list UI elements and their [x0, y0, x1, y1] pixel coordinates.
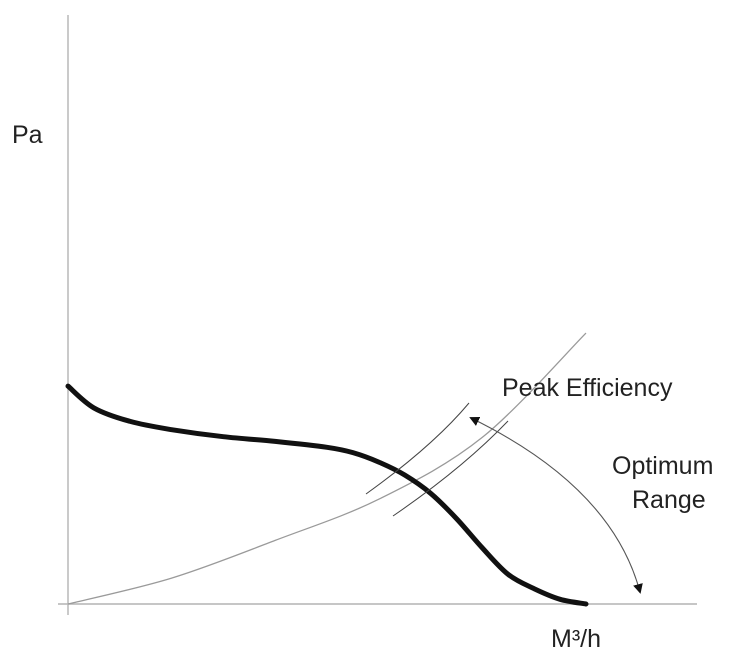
peak-efficiency-label: Peak Efficiency	[502, 374, 673, 402]
y-axis-label: Pa	[12, 121, 43, 149]
optimum-range-upper-boundary	[365, 402, 470, 495]
optimum-range-lower-boundary	[392, 420, 509, 517]
optimum-range-label-line1: Optimum	[612, 452, 713, 480]
x-axis-label: M³/h	[551, 625, 601, 653]
peak-efficiency-arrow	[469, 417, 643, 594]
optimum-range-label-line2: Range	[632, 486, 706, 514]
fan-pressure-curve-series	[65, 383, 589, 607]
system-curve-series	[67, 332, 587, 605]
